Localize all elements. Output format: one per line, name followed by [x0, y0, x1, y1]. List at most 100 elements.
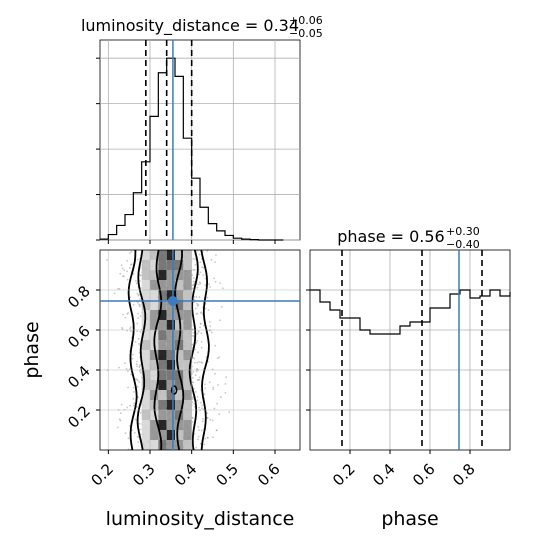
joint-density-cell [150, 410, 159, 420]
joint-density-cell [166, 310, 175, 320]
joint-density-cell [150, 320, 159, 330]
joint-density-cell [166, 400, 175, 410]
joint-density-cell [158, 300, 167, 310]
luminosity-distance-marginal-grid [100, 40, 300, 241]
joint-scatter-point [139, 363, 142, 366]
joint-scatter-point [208, 283, 211, 286]
joint-scatter-point [204, 284, 207, 286]
joint-scatter-point [130, 373, 133, 376]
joint-density-cell [183, 310, 192, 320]
joint-scatter-point [138, 381, 141, 383]
joint-scatter-point [200, 346, 203, 349]
joint-scatter-point [195, 446, 198, 449]
joint-scatter-point [201, 420, 204, 423]
joint-contour-inner-right [174, 250, 185, 450]
joint-scatter-point [192, 331, 195, 334]
joint-scatter-point [193, 403, 196, 405]
joint-density-cell [183, 370, 192, 380]
joint-scatter-point [117, 287, 119, 290]
joint-scatter-point [214, 280, 217, 283]
joint-scatter-point [201, 404, 204, 407]
y-axis-label-phase: phase [21, 321, 43, 378]
joint-density-cell [166, 260, 175, 270]
joint-density-cell [166, 420, 175, 430]
joint-scatter-point [209, 325, 212, 328]
joint-density-cell [166, 340, 175, 350]
joint-scatter-point [124, 316, 127, 319]
joint-scatter-point [126, 260, 129, 262]
joint-scatter-point [191, 343, 194, 346]
joint-scatter-point [119, 272, 122, 275]
joint-scatter-point [192, 268, 195, 271]
joint-density-cell [166, 430, 175, 440]
joint-scatter-point [93, 328, 95, 330]
joint-density-cell [175, 430, 184, 440]
joint-scatter-point [204, 277, 207, 280]
joint-contour-inner-left [153, 250, 163, 450]
joint-scatter-point [192, 371, 195, 373]
joint-ytick-label-2: 0.6 [64, 322, 94, 352]
joint-scatter-point [133, 391, 136, 393]
joint-scatter-point [132, 272, 135, 275]
joint-density [93, 250, 231, 450]
phase-quantile-lines [341, 250, 483, 450]
joint-scatter-point [202, 418, 204, 420]
joint-density-cell [150, 430, 159, 440]
joint-scatter-point [219, 282, 222, 285]
joint-density-cell [166, 360, 175, 370]
joint-scatter-point [136, 365, 138, 368]
joint-y-ticks: 0.2 0.4 0.6 0.8 [64, 282, 100, 432]
joint-scatter-point [106, 259, 108, 261]
joint-scatter-point [129, 327, 131, 330]
joint-scatter-point [205, 356, 208, 358]
joint-scatter-point [196, 438, 199, 441]
joint-ytick-label-1: 0.4 [64, 362, 94, 392]
joint-density-cell [175, 270, 184, 280]
joint-scatter-point [132, 353, 134, 356]
joint-scatter-point [125, 368, 128, 370]
joint-density-cell [183, 340, 192, 350]
joint-density-cell [183, 330, 192, 340]
joint-scatter-point [192, 258, 195, 260]
joint-density-cell [166, 350, 175, 360]
joint-xtick-label-4: 0.6 [254, 460, 284, 490]
joint-scatter-point [197, 283, 200, 286]
joint-density-cell [141, 370, 150, 380]
joint-scatter-point [192, 398, 194, 400]
joint-scatter-point [217, 384, 219, 386]
joint-scatter-point [202, 324, 205, 327]
luminosity-distance-histogram [100, 57, 284, 241]
joint-scatter-point [124, 432, 127, 434]
joint-truth-point [167, 296, 178, 306]
joint-scatter-point [212, 386, 215, 389]
phase-marginal-grid [310, 250, 510, 450]
luminosity-distance-title: luminosity_distance = 0.34 [81, 16, 299, 36]
joint-scatter-point [193, 301, 196, 304]
joint-density-cell [175, 280, 184, 290]
x-axis-label-luminosity-distance: luminosity_distance [106, 508, 295, 530]
joint-scatter-point [193, 298, 196, 301]
joint-scatter-point [194, 263, 197, 266]
joint-scatter-point [197, 303, 200, 306]
joint-density-cell [150, 440, 159, 450]
joint-scatter-point [195, 307, 197, 310]
phase-title-upper: +0.30 [446, 225, 480, 238]
luminosity-distance-marginal-ticks [96, 57, 276, 244]
joint-density-cell [141, 250, 150, 260]
joint-scatter-point [131, 357, 134, 360]
joint-scatter-point [210, 331, 213, 334]
joint-xtick-label-2: 0.4 [171, 460, 201, 490]
joint-density-cell [166, 370, 175, 380]
joint-scatter-point [138, 305, 141, 308]
joint-scatter-point [199, 326, 201, 329]
joint-density-cell [166, 440, 175, 450]
joint-scatter-point [203, 393, 206, 395]
joint-grid [100, 250, 300, 450]
joint-scatter-point [208, 381, 211, 384]
joint-scatter-point [196, 399, 199, 402]
joint-scatter-point [130, 250, 133, 253]
joint-scatter-point [213, 277, 216, 280]
joint-scatter-point [126, 313, 129, 315]
joint-scatter-point [119, 412, 122, 415]
joint-xtick-label-0: 0.2 [87, 460, 117, 490]
